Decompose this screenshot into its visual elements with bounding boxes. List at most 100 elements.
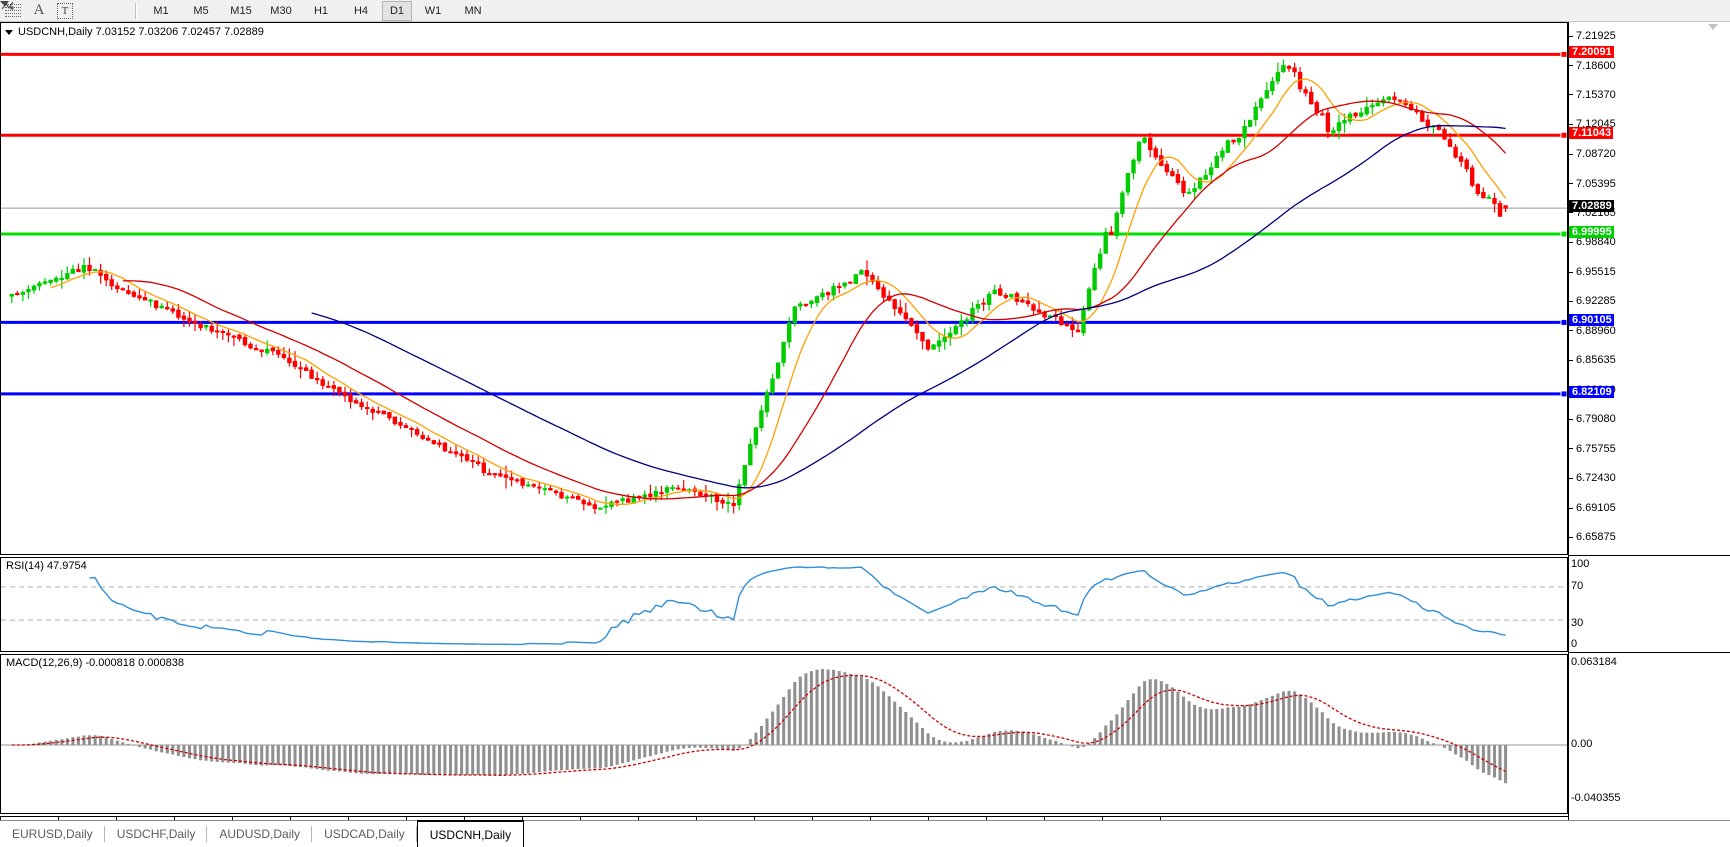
candle-body [859, 270, 864, 275]
candle-body [781, 341, 786, 363]
candle-body [1125, 173, 1131, 193]
candle-body [376, 410, 381, 413]
candle-body [1336, 122, 1342, 132]
rsi-indicator-panel[interactable]: RSI(14) 47.9754 [0, 557, 1568, 652]
price-tick: 6.75755 [1569, 443, 1616, 455]
text-A-icon[interactable]: A [33, 2, 45, 18]
candle-body [998, 288, 1003, 296]
tab-eurusd[interactable]: EURUSD,Daily [0, 821, 105, 847]
timeframe-m1[interactable]: M1 [153, 4, 169, 17]
candle-body [142, 297, 148, 301]
level-handle[interactable] [1560, 318, 1567, 326]
price-tick-label: 6.65875 [1576, 531, 1616, 544]
tick-dash [1569, 94, 1573, 96]
price-tick: 6.98840 [1569, 236, 1616, 248]
time-tick [1044, 817, 1045, 820]
collapse-triangle-icon[interactable] [5, 29, 13, 35]
candle-body [970, 308, 975, 321]
candle-body [1342, 120, 1347, 124]
level-handle[interactable] [1560, 131, 1567, 139]
candle-body [98, 269, 103, 276]
candle-body [742, 464, 747, 486]
candle-body [176, 309, 181, 318]
chart-scroll-indicator-icon[interactable] [1708, 24, 1718, 30]
candle-body [1225, 140, 1231, 153]
candle-body [431, 440, 437, 445]
tab-usdchf[interactable]: USDCHF,Daily [105, 821, 208, 847]
candle-body [37, 282, 42, 287]
candle-body [48, 279, 53, 284]
price-tick: 6.92285 [1569, 295, 1616, 307]
candle-body [1309, 91, 1314, 105]
timeframe-h4[interactable]: H4 [353, 4, 369, 17]
candle-body [337, 386, 342, 394]
level-handle[interactable] [1560, 50, 1567, 58]
tab-usdcnh[interactable]: USDCNH,Daily [416, 820, 525, 847]
candle-body [1331, 130, 1336, 134]
price-tick-label: 7.08720 [1576, 148, 1616, 161]
timeframe-h1[interactable]: H1 [313, 4, 329, 17]
price-level-tag[interactable]: 7.02889 [1569, 200, 1614, 213]
time-tick [580, 817, 581, 820]
ma-slow-line [311, 124, 1506, 489]
price-level-tag[interactable]: 7.11043 [1569, 127, 1614, 140]
crosshair-objects-icon[interactable] [1, 1, 104, 21]
candle-body [664, 487, 670, 493]
candle-body [1092, 267, 1097, 291]
price-level-tag[interactable]: 6.99995 [1569, 226, 1614, 238]
candle-body [1270, 81, 1275, 92]
timeframe-d1[interactable]: D1 [382, 0, 412, 21]
level-handle[interactable] [1560, 230, 1567, 238]
timeframe-m15[interactable]: M15 [230, 4, 252, 17]
candle-body [759, 410, 764, 428]
timeframe-mn[interactable]: MN [464, 4, 482, 17]
candle-body [853, 274, 858, 284]
chart-area[interactable]: USDCNH,Daily 7.03152 7.03206 7.02457 7.0… [0, 22, 1730, 835]
candle-body [1186, 191, 1192, 194]
candle-body [148, 299, 153, 302]
timeframe-m30[interactable]: M30 [270, 4, 292, 17]
tab-audusd[interactable]: AUDUSD,Daily [207, 821, 313, 847]
price-level-tag[interactable]: 6.90105 [1569, 314, 1614, 327]
macd-indicator-panel[interactable]: MACD(12,26,9) -0.000818 0.000838 [0, 654, 1568, 814]
candle-body [9, 293, 15, 297]
tick-dash [1569, 300, 1573, 302]
text-label-icon[interactable]: T [52, 1, 78, 21]
candle-body [526, 484, 531, 487]
candle-body [670, 487, 675, 490]
tick-dash [1569, 507, 1573, 509]
candle-body [1231, 139, 1236, 143]
price-chart-panel[interactable]: USDCNH,Daily 7.03152 7.03206 7.02457 7.0… [0, 22, 1568, 555]
price-scale[interactable]: 7.21925 7.18600 7.15370 7.12045 7.08720 7.053… [1568, 22, 1730, 824]
timeframe-m5[interactable]: M5 [193, 4, 209, 17]
candle-body [437, 442, 442, 445]
tab-usdcad[interactable]: USDCAD,Daily [312, 821, 417, 847]
chart-tabs-bar[interactable]: EURUSD,Daily USDCHF,Daily AUDUSD,Daily USDC… [0, 820, 1730, 847]
price-tick: 7.05395 [1569, 178, 1616, 190]
candle-body [842, 282, 847, 287]
ma-mid-line [122, 100, 1507, 500]
candle-body [87, 264, 92, 271]
candle-body [581, 499, 586, 505]
candle-body [1281, 65, 1286, 73]
candle-body [331, 385, 337, 389]
price-tick: 6.85635 [1569, 354, 1616, 366]
candle-body [1025, 300, 1031, 305]
level-handle[interactable] [1560, 390, 1567, 398]
candle-body [398, 422, 403, 426]
price-tick-label: 6.79080 [1576, 412, 1616, 425]
candle-body [731, 503, 736, 507]
candle-body [309, 369, 314, 379]
rsi-chart-svg [1, 566, 1567, 646]
dropdown-arrow-icon[interactable] [0, 1, 130, 21]
candle-body [659, 492, 664, 495]
timeframe-w1[interactable]: W1 [424, 4, 442, 17]
price-level-tag[interactable]: 6.82109 [1569, 385, 1614, 398]
candle-body [353, 400, 359, 404]
time-tick [754, 817, 755, 820]
candle-body [470, 460, 475, 462]
candle-body [498, 473, 503, 477]
tab-label: USDCAD,Daily [324, 827, 405, 841]
candle-body [1036, 309, 1042, 313]
price-level-tag[interactable]: 7.20091 [1569, 46, 1614, 59]
